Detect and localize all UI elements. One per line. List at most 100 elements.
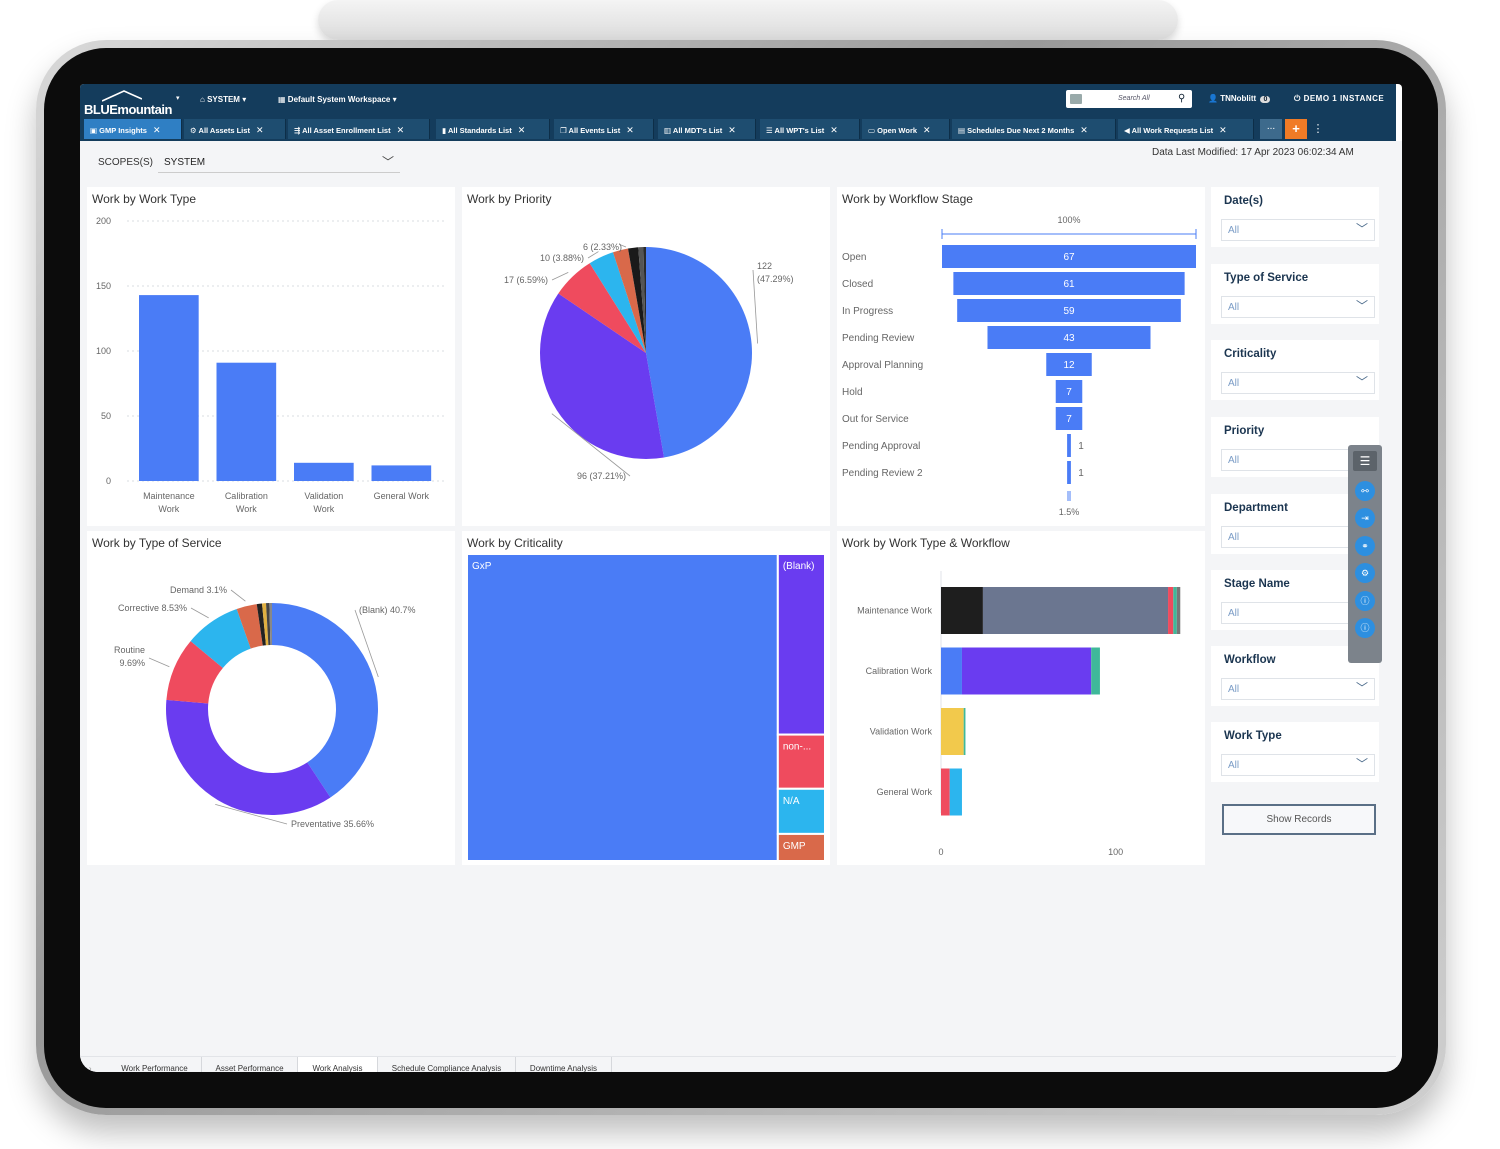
close-icon[interactable]: ✕ [152,125,161,135]
hamburger-menu-icon[interactable]: ☰ [1353,451,1377,471]
donut-slice [166,641,223,704]
y-tick-label: 0 [106,476,111,486]
top-navigation-bar: BLUEmountain ▾ ⌂ SYSTEM ▾ ▦ Default Syst… [80,84,1396,117]
filter-select[interactable]: All ﹀ [1221,219,1375,241]
folder-icon[interactable] [1070,94,1082,104]
donut-slice [190,609,251,668]
info-icon[interactable]: ⓘ [1355,591,1375,611]
x-tick-label: 0 [938,847,943,857]
instance-name: DEMO 1 INSTANCE [1303,94,1385,103]
user-menu[interactable]: 👤 TNNoblitt 0 [1208,94,1271,103]
funnel-bar [1046,353,1092,376]
floating-toolbar: ☰ ⚯ ⇥ ⚭ ⚙ ⓘ ⓘ [1348,445,1382,663]
close-icon[interactable]: ✕ [1219,125,1227,135]
bar [216,362,277,481]
tab-schedules-due[interactable]: ▤ Schedules Due Next 2 Months ✕ [952,119,1116,139]
search-placeholder[interactable]: Search All [1118,95,1150,102]
stacked-bar-segment [1173,587,1177,634]
tab-all-standards-list[interactable]: ▮ All Standards List ✕ [436,119,550,139]
export-icon[interactable]: ⇥ [1355,508,1375,528]
pie-slice [643,247,646,353]
page-tab-schedule-compliance[interactable]: Schedule Compliance Analysis [378,1057,516,1072]
page-tab-work-performance[interactable]: Work Performance [108,1057,202,1072]
search-icon[interactable]: ⚲ [1178,93,1186,104]
tab-label: All Work Requests List [1131,126,1214,135]
funnel-bar [1055,380,1083,403]
y-tick-label: General Work [877,787,933,797]
home-icon: ⌂ [200,95,205,104]
share-icon[interactable]: ⚯ [1355,481,1375,501]
tab-all-work-requests-list[interactable]: ◀ All Work Requests List ✕ [1118,119,1254,139]
tab-all-assets-list[interactable]: ⚙ All Assets List ✕ [184,119,286,139]
stylus-pencil [318,0,1178,40]
tab-all-wpts-list[interactable]: ☰ All WPT's List ✕ [760,119,860,139]
funnel-value: 1 [1078,441,1084,452]
slice-label: Demand 3.1% [170,585,227,595]
chevron-down-icon: ﹀ [1355,299,1368,313]
leader-line [190,607,209,619]
workspace-menu[interactable]: ▦ Default System Workspace ▾ [278,95,397,104]
stage-label: Out for Service [842,414,909,425]
x-tick-line: Work [158,504,179,514]
scope-value: SYSTEM [164,157,206,168]
close-icon[interactable]: ✕ [517,125,526,135]
funnel-bar [942,245,1196,268]
tab-all-mdts-list[interactable]: ▥ All MDT's List ✕ [658,119,756,139]
instance-menu[interactable]: ⏻ DEMO 1 INSTANCE [1294,94,1384,104]
brand-logo[interactable]: BLUEmountain ▾ [84,90,180,117]
close-icon[interactable]: ✕ [396,125,405,135]
help-icon[interactable]: ⓘ [1355,618,1375,638]
filter-select[interactable]: All ﹀ [1221,678,1375,700]
search-box[interactable]: Search All ⚲ [1066,90,1192,108]
treemap-cell [776,787,827,835]
stacked-bar-segment [1091,647,1100,695]
more-tabs-button[interactable]: ... [1260,119,1282,139]
slice-label: 6 (2.33%) [583,242,622,252]
funnel-bar [953,272,1185,295]
work-by-workflow-stage-panel: Work by Workflow Stage 100% Open 67 Closed 6… [837,187,1205,526]
close-icon[interactable]: ✕ [728,125,736,135]
filter-value: All [1228,532,1240,543]
bar [371,465,432,481]
close-icon[interactable]: ✕ [923,125,931,135]
scope-select[interactable]: SYSTEM ﹀ [158,151,400,173]
filter-type-of-service: Type of Service All ﹀ [1211,264,1379,324]
add-tab-button[interactable]: + [1285,119,1307,139]
slice-label-line: 122 [757,261,772,271]
filter-dates: Date(s) All ﹀ [1211,187,1379,247]
tab-open-work[interactable]: ▭ Open Work ✕ [862,119,950,139]
close-icon[interactable]: ✕ [626,125,634,135]
tab-gmp-insights[interactable]: ▣ GMP Insights ✕ [84,119,182,139]
kebab-menu-icon[interactable]: ⋮ [1312,123,1324,135]
settings-icon[interactable]: ⚙ [1355,563,1375,583]
funnel-bottom-label: 1.5% [1059,507,1080,517]
donut-slice [262,603,269,646]
slice-label: Routine 9.69% [114,645,145,668]
page-tab-downtime-analysis[interactable]: Downtime Analysis [516,1057,612,1072]
close-icon[interactable]: ✕ [1080,125,1088,135]
stage-label: In Progress [842,306,893,317]
workspace-menu-label: Default System Workspace ▾ [287,95,397,104]
tab-all-events-list[interactable]: ❐ All Events List ✕ [554,119,654,139]
leader-line [354,609,379,678]
system-menu[interactable]: ⌂ SYSTEM ▾ [200,95,246,104]
filter-value: All [1228,302,1240,313]
filter-select[interactable]: All ﹀ [1221,372,1375,394]
link-icon[interactable]: ⚭ [1355,536,1375,556]
show-records-button[interactable]: Show Records [1222,804,1376,835]
brand-caret-icon[interactable]: ▾ [176,95,180,102]
close-icon[interactable]: ✕ [255,125,264,135]
stacked-bar-segment [949,768,962,816]
leader-line [215,804,288,825]
page-tab-work-analysis[interactable]: Work Analysis [298,1057,378,1072]
funnel-value: 67 [1063,252,1075,263]
tab-all-asset-enrollment-list[interactable]: ⇶ All Asset Enrollment List ✕ [288,119,430,139]
page-tab-asset-performance[interactable]: Asset Performance [202,1057,298,1072]
filter-select[interactable]: All ﹀ [1221,296,1375,318]
x-tick-line: Calibration [225,491,268,501]
treemap-label: non-... [783,742,811,753]
filter-select[interactable]: All ﹀ [1221,754,1375,776]
close-icon[interactable]: ✕ [830,125,838,135]
power-icon: ⏻ [1294,94,1301,103]
page-nav-arrows[interactable]: ‹ › [84,1064,92,1072]
